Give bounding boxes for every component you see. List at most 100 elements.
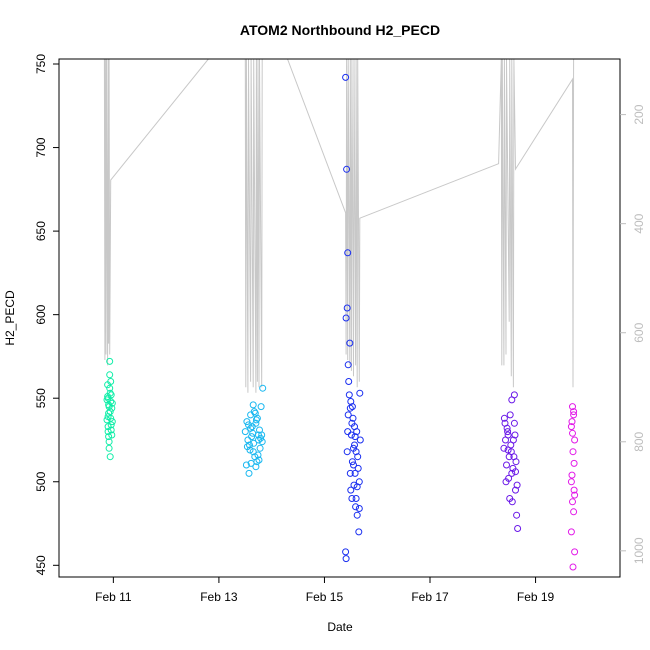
data-point — [103, 396, 111, 404]
data-point — [352, 495, 360, 502]
data-point — [348, 495, 356, 502]
data-point — [567, 423, 575, 431]
data-point — [257, 434, 265, 442]
data-point — [569, 498, 576, 506]
axes-layer: 450 500 550 600 650 700 750 Feb 11 Feb 13 Feb 15 F… — [34, 54, 646, 604]
data-point — [510, 453, 518, 461]
data-point — [342, 314, 350, 322]
data-point — [245, 469, 253, 477]
data-point — [242, 461, 250, 469]
x-tick-label: Feb 13 — [200, 590, 238, 604]
y-tick-label: 450 — [34, 555, 48, 575]
data-point — [107, 391, 115, 399]
data-point — [569, 403, 576, 411]
data-point — [571, 548, 579, 556]
data-point — [257, 403, 265, 411]
data-point — [505, 474, 513, 482]
data-point — [351, 441, 358, 449]
data-point — [503, 461, 510, 469]
right-y-tick-label: 600 — [632, 322, 646, 342]
data-point — [570, 486, 578, 494]
data-point — [356, 436, 364, 444]
data-point — [349, 414, 357, 422]
data-point — [342, 548, 350, 556]
data-point — [504, 446, 512, 454]
data-point — [348, 403, 356, 411]
data-point — [513, 481, 521, 489]
right-y-tick-label: 400 — [632, 213, 646, 233]
data-point — [343, 448, 351, 456]
scatter-points-layer — [103, 73, 579, 571]
data-point — [571, 436, 579, 444]
data-point — [106, 371, 114, 379]
data-point — [344, 361, 352, 369]
data-point — [107, 398, 115, 405]
data-point — [255, 456, 263, 464]
plot-frame — [58, 58, 621, 578]
data-point — [344, 428, 352, 436]
data-point — [241, 428, 249, 436]
data-point — [243, 443, 251, 451]
y-tick-label: 500 — [34, 471, 48, 491]
data-point — [570, 408, 578, 416]
data-point — [355, 505, 363, 512]
data-point — [345, 378, 353, 385]
right-axis-series-line — [103, 58, 575, 393]
data-point — [567, 478, 575, 486]
data-point — [354, 453, 362, 461]
right-y-tick-label: 200 — [632, 104, 646, 124]
data-point — [247, 459, 255, 467]
data-point — [250, 408, 258, 416]
y-tick-label: 550 — [34, 388, 48, 408]
data-point — [107, 421, 115, 429]
chart-title: ATOM2 Northbound H2_PECD — [240, 22, 440, 38]
data-point — [106, 384, 114, 392]
data-point — [248, 423, 256, 431]
data-point — [508, 498, 516, 506]
data-point — [350, 461, 357, 469]
data-point — [567, 528, 575, 536]
data-point — [353, 511, 361, 519]
data-point — [353, 483, 361, 491]
data-point — [571, 491, 579, 499]
data-point — [104, 413, 112, 421]
data-point — [247, 424, 255, 432]
data-point — [344, 249, 352, 257]
data-point — [248, 433, 256, 441]
data-point — [107, 426, 115, 434]
data-point — [355, 528, 363, 536]
data-point — [342, 73, 350, 81]
right-y-tick-label: 800 — [632, 431, 646, 451]
data-point — [106, 453, 114, 461]
data-point — [258, 438, 266, 446]
x-tick-label: Feb 15 — [306, 590, 344, 604]
data-point — [256, 444, 264, 452]
data-point — [343, 304, 351, 312]
data-point — [356, 389, 364, 397]
y-tick-label: 700 — [34, 137, 48, 157]
data-point — [500, 414, 508, 422]
data-point — [259, 384, 267, 392]
data-point — [243, 418, 251, 426]
data-point — [568, 471, 576, 479]
data-point — [348, 458, 356, 466]
data-point — [345, 391, 353, 399]
data-point — [251, 409, 259, 417]
data-point — [106, 389, 114, 397]
data-point — [352, 448, 360, 456]
data-point — [504, 428, 512, 436]
data-point — [252, 463, 260, 471]
data-point — [511, 431, 519, 439]
data-point — [250, 439, 258, 447]
data-point — [351, 423, 358, 431]
data-point — [249, 401, 257, 409]
data-point — [512, 486, 519, 494]
data-point — [105, 433, 113, 441]
y-axis-label: H2_PECD — [3, 290, 17, 346]
data-point — [343, 165, 351, 173]
y-tick-label: 600 — [34, 304, 48, 324]
data-point — [512, 468, 519, 476]
data-point — [508, 469, 516, 477]
data-point — [108, 418, 116, 426]
